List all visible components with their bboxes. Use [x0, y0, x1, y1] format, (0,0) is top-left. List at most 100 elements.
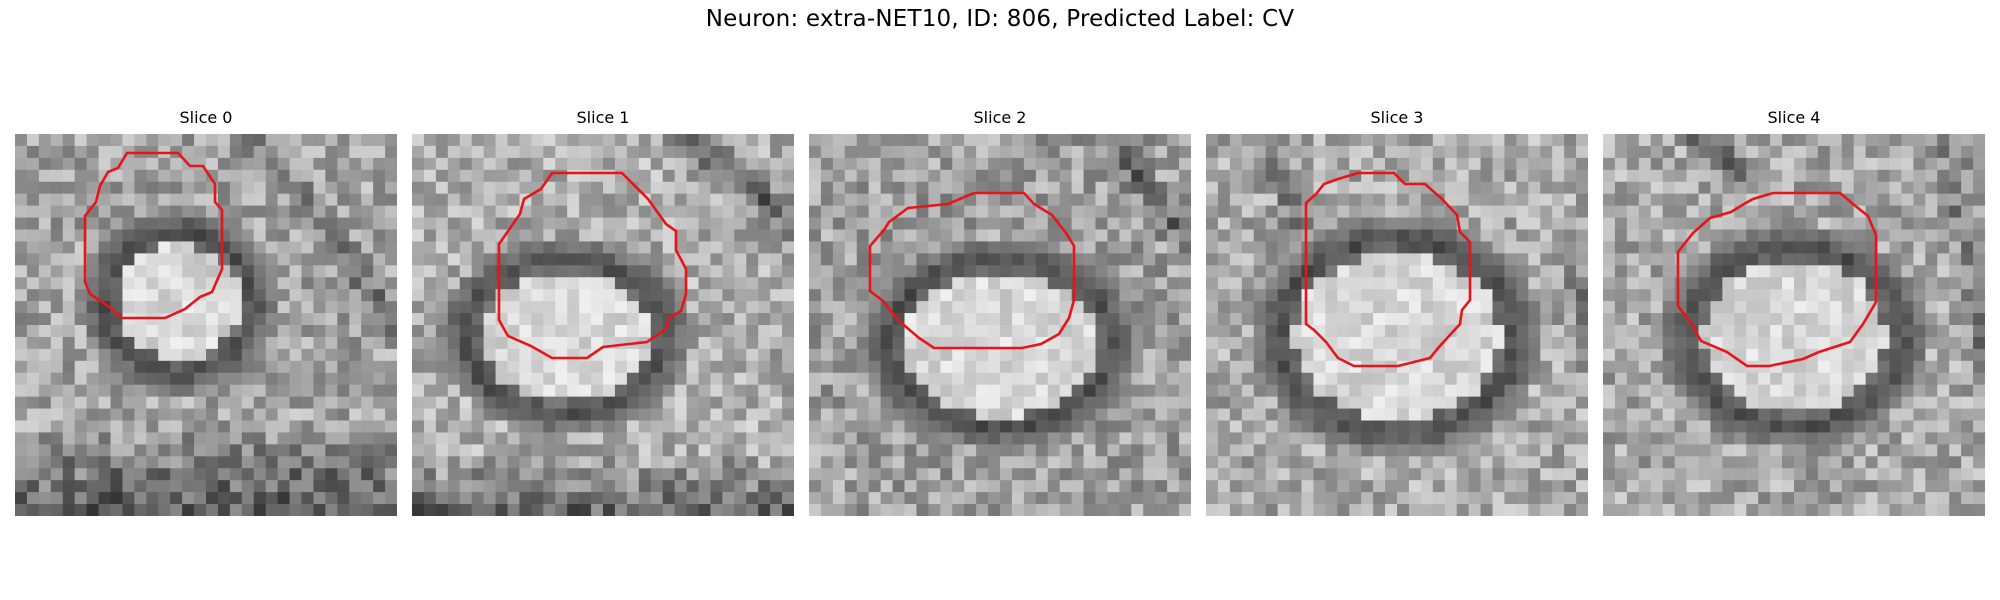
pixel — [1289, 145, 1302, 159]
pixel — [1746, 157, 1759, 171]
pixel — [1889, 396, 1902, 409]
pixel — [495, 480, 508, 493]
pixel — [1420, 408, 1434, 421]
pixel — [928, 289, 941, 302]
pixel — [638, 456, 652, 469]
pixel — [1603, 408, 1616, 421]
pixel — [603, 169, 616, 183]
pixel — [1289, 301, 1302, 314]
pixel — [1949, 217, 1962, 230]
pixel — [1301, 360, 1314, 374]
pixel — [495, 145, 508, 159]
pixel — [1817, 444, 1831, 457]
pixel — [650, 313, 664, 326]
pixel — [1206, 432, 1219, 445]
pixel — [1722, 456, 1735, 469]
pixel — [543, 193, 556, 207]
pixel — [1241, 348, 1255, 362]
pixel — [614, 432, 628, 445]
pixel — [1167, 360, 1180, 374]
pixel — [1758, 241, 1771, 254]
pixel — [1674, 253, 1687, 266]
pixel — [555, 420, 568, 433]
pixel — [1841, 384, 1855, 398]
pixel — [1949, 372, 1962, 386]
pixel — [1734, 289, 1747, 302]
pixel — [1047, 313, 1061, 326]
pixel — [758, 265, 771, 278]
pixel — [1552, 169, 1565, 183]
pixel — [698, 134, 711, 147]
pixel — [1540, 229, 1553, 242]
pixel — [1035, 444, 1049, 457]
pixel — [964, 301, 977, 314]
pixel — [1444, 372, 1458, 386]
pixel — [1456, 348, 1470, 362]
pixel — [241, 205, 255, 218]
pixel — [1011, 265, 1025, 278]
pixel — [519, 169, 532, 183]
pixel — [603, 241, 616, 254]
pixel — [567, 372, 580, 386]
pixel — [782, 229, 794, 242]
pixel — [952, 432, 965, 445]
pixel — [1492, 372, 1505, 386]
pixel — [820, 348, 834, 362]
pixel — [1698, 372, 1711, 386]
pixel — [1155, 360, 1168, 374]
pixel — [567, 432, 580, 445]
pixel — [1229, 444, 1243, 457]
pixel — [471, 384, 485, 398]
pixel — [603, 384, 616, 398]
pixel — [1913, 396, 1926, 409]
pixel — [1265, 169, 1279, 183]
pixel — [1468, 181, 1481, 195]
pixel — [710, 134, 723, 147]
pixel — [385, 456, 397, 469]
pixel — [1155, 432, 1168, 445]
pixel — [1059, 420, 1073, 433]
pixel — [1229, 169, 1243, 183]
pixel — [62, 348, 76, 362]
pixel — [471, 396, 485, 409]
pixel — [686, 492, 699, 505]
pixel — [988, 181, 1001, 195]
pixel — [62, 336, 76, 350]
pixel — [880, 241, 893, 254]
pixel — [289, 384, 302, 398]
pixel — [1674, 456, 1687, 469]
pixel — [1349, 336, 1362, 350]
pixel — [373, 480, 386, 493]
pixel — [626, 480, 640, 493]
pixel — [1011, 444, 1025, 457]
pixel — [1746, 456, 1759, 469]
pixel — [674, 181, 687, 195]
pixel — [952, 420, 965, 433]
pixel — [447, 384, 461, 398]
pixel — [1638, 265, 1652, 278]
pixel — [1373, 336, 1386, 350]
pixel — [1492, 348, 1505, 362]
pixel — [1011, 372, 1025, 386]
pixel — [206, 420, 219, 433]
pixel — [1265, 134, 1279, 147]
pixel — [519, 217, 532, 230]
pixel — [301, 492, 314, 505]
pixel — [591, 241, 604, 254]
pixel — [1023, 277, 1037, 290]
pixel — [435, 480, 449, 493]
pixel — [50, 348, 64, 362]
pixel — [1107, 193, 1120, 207]
pixel — [1626, 420, 1640, 433]
pixel — [1432, 420, 1446, 433]
pixel — [1889, 420, 1902, 433]
pixel — [170, 360, 183, 374]
pixel — [1552, 193, 1565, 207]
pixel — [1492, 277, 1505, 290]
pixel — [483, 157, 496, 171]
pixel — [1420, 134, 1434, 147]
pixel — [1829, 181, 1843, 195]
pixel — [459, 253, 473, 266]
pixel — [1480, 277, 1493, 290]
pixel — [1289, 217, 1302, 230]
